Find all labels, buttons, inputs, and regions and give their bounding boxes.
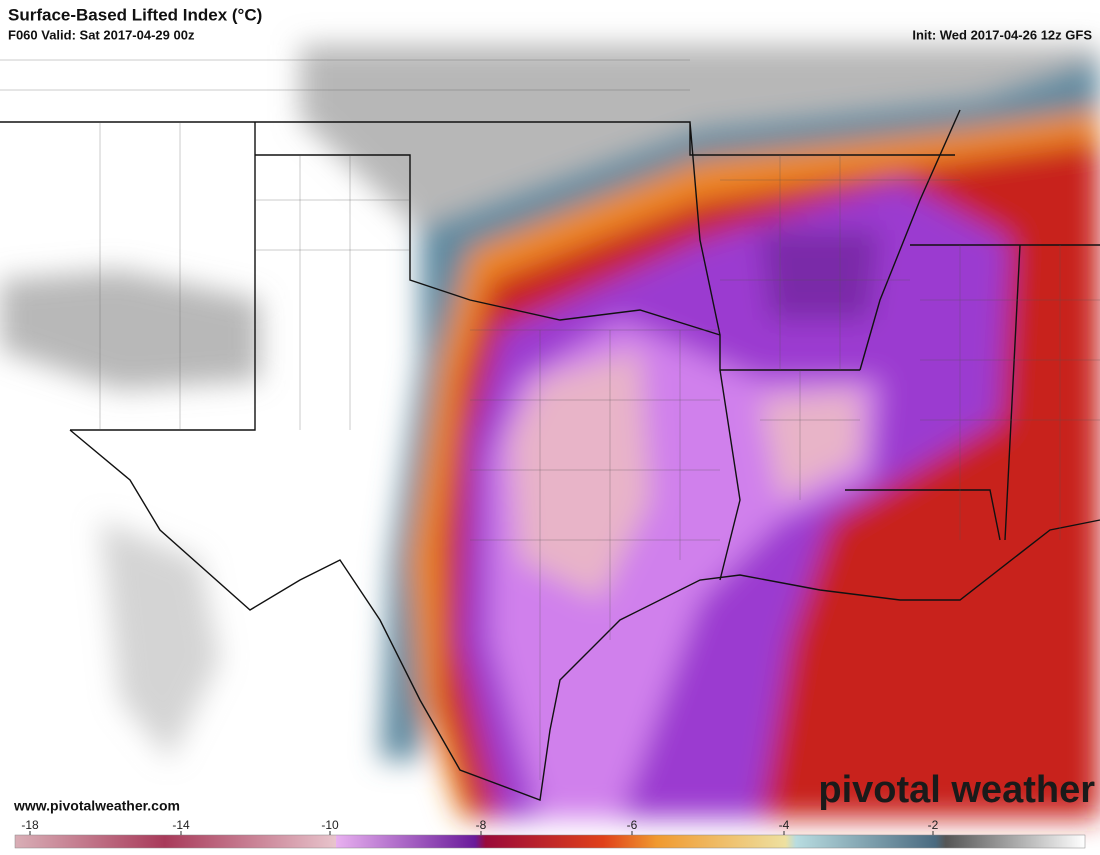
state-borders bbox=[0, 59, 1100, 801]
colorbar-tick-label: -2 bbox=[928, 818, 939, 832]
colorbar-tick-label: -4 bbox=[779, 818, 790, 832]
shading bbox=[0, 45, 1100, 818]
valid-time: F060 Valid: Sat 2017-04-29 00z bbox=[8, 27, 195, 42]
website: www.pivotalweather.com bbox=[13, 798, 180, 814]
map-title: Surface-Based Lifted Index (°C) bbox=[8, 5, 262, 24]
colorbar-tick-label: -8 bbox=[476, 818, 487, 832]
colorbar bbox=[14, 834, 1086, 849]
init-time: Init: Wed 2017-04-26 12z GFS bbox=[912, 27, 1092, 42]
colorbar-tick-label: -10 bbox=[321, 818, 339, 832]
colorbar-ticks: -18 -14 -10 -8 -6 -4 -2 bbox=[21, 818, 939, 835]
colorbar-tick-label: -18 bbox=[21, 818, 39, 832]
colorbar-tick-label: -14 bbox=[172, 818, 190, 832]
map-area bbox=[0, 45, 1100, 818]
logo: pivotal weather bbox=[818, 769, 1095, 811]
colorbar-tick-label: -6 bbox=[627, 818, 638, 832]
